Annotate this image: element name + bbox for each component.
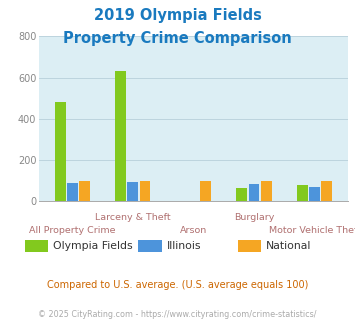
Bar — [140, 181, 151, 201]
Text: © 2025 CityRating.com - https://www.cityrating.com/crime-statistics/: © 2025 CityRating.com - https://www.city… — [38, 310, 317, 319]
Bar — [309, 187, 320, 201]
Text: Property Crime Comparison: Property Crime Comparison — [63, 31, 292, 46]
Bar — [297, 185, 308, 201]
Text: Larceny & Theft: Larceny & Theft — [95, 213, 171, 222]
Text: Olympia Fields: Olympia Fields — [53, 241, 133, 251]
Bar — [200, 181, 211, 201]
Text: 2019 Olympia Fields: 2019 Olympia Fields — [94, 8, 261, 23]
Text: All Property Crime: All Property Crime — [29, 226, 116, 235]
Bar — [321, 181, 332, 201]
Bar — [127, 182, 138, 201]
Text: Illinois: Illinois — [167, 241, 201, 251]
Bar — [67, 183, 78, 201]
Bar — [236, 188, 247, 201]
Text: Burglary: Burglary — [234, 213, 274, 222]
Text: Motor Vehicle Theft: Motor Vehicle Theft — [269, 226, 355, 235]
Bar — [248, 184, 260, 201]
Text: Compared to U.S. average. (U.S. average equals 100): Compared to U.S. average. (U.S. average … — [47, 280, 308, 290]
Bar — [55, 102, 66, 201]
Bar — [115, 71, 126, 201]
Bar — [79, 181, 90, 201]
Bar — [261, 181, 272, 201]
Text: National: National — [266, 241, 312, 251]
Text: Arson: Arson — [180, 226, 207, 235]
